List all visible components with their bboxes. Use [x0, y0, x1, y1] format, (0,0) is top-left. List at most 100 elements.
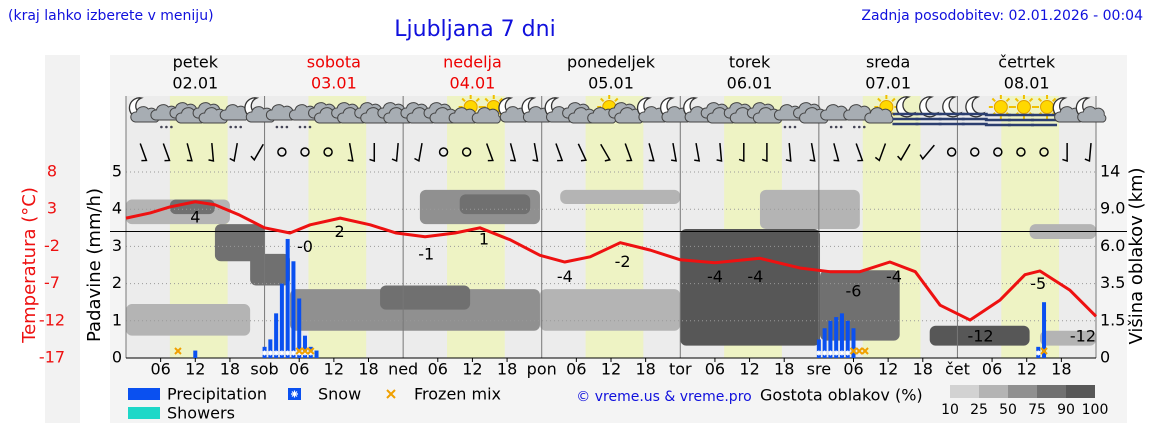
- cloud-legend-title: Gostota oblakov (%): [760, 386, 923, 405]
- wind-barb: [624, 143, 633, 162]
- snow-marker: [302, 350, 308, 356]
- snow-marker: [273, 350, 279, 356]
- colorbar-label: 90: [1057, 402, 1075, 418]
- y-tick-label: 4: [112, 199, 122, 218]
- precipitation-bar: [314, 350, 319, 358]
- cloud-patch: [759, 189, 860, 230]
- temperature-label: -12: [967, 326, 993, 345]
- wind-barb: [785, 142, 792, 162]
- snow-marker: [285, 350, 291, 356]
- wind-barb: [139, 143, 148, 162]
- weather-icon: [244, 97, 275, 123]
- x-tick-label: 18: [358, 360, 378, 379]
- weather-icon: [984, 95, 1013, 127]
- wind-barb: [897, 143, 911, 162]
- x-tick-label: 12: [739, 360, 759, 379]
- precipitation-bar: [845, 320, 850, 358]
- wind-barb: [809, 143, 816, 162]
- snow-marker: [262, 350, 268, 356]
- cloud-patch: [820, 270, 900, 341]
- hint: (kraj lahko izberete v meniju): [8, 8, 214, 24]
- colorbar-label: 100: [1082, 402, 1109, 418]
- temperature-label: 1: [479, 230, 489, 249]
- y-tick-label: 3: [112, 236, 122, 255]
- cloud-patch: [380, 285, 471, 310]
- x-tick-label: sob: [250, 360, 278, 379]
- temperature-tick-label: 3: [47, 199, 57, 218]
- wind-barb: [577, 143, 588, 162]
- colorbar-cell: [1066, 385, 1095, 398]
- precipitation-axis-title: Padavine (mm/h): [84, 188, 105, 342]
- icon-sun-ray: [991, 97, 996, 103]
- wind-barb: [1062, 143, 1068, 163]
- temperature-label: -4: [886, 267, 902, 286]
- y2-tick-label: 6.0: [1100, 236, 1125, 255]
- x-tick-label: 06: [150, 360, 170, 379]
- x-tick-label: čet: [945, 360, 970, 379]
- icon-sun-ray: [1005, 97, 1011, 103]
- x-tick-label: 18: [913, 360, 933, 379]
- icon-snow: [285, 125, 289, 129]
- wind-calm: [993, 147, 1003, 157]
- icon-snow: [857, 125, 861, 129]
- x-tick-label: 12: [601, 360, 621, 379]
- icon-snow: [793, 125, 797, 129]
- weather-icon: [471, 95, 506, 124]
- precipitation-bar: [822, 328, 827, 358]
- temperature-label: 2: [335, 222, 345, 241]
- icon-sun-ray: [877, 97, 882, 103]
- x-tick-label: 18: [220, 360, 240, 379]
- icon-sun-ray: [891, 97, 896, 103]
- weather-icon: [265, 104, 296, 129]
- x-tick-label: 18: [1051, 360, 1071, 379]
- weather-icon: [746, 102, 783, 124]
- temperature-line: [125, 200, 1098, 322]
- wind-barb: [229, 143, 239, 163]
- wind-barb: [485, 143, 494, 162]
- precipitation-bar: [291, 261, 296, 358]
- frozen-mix-marker: [855, 347, 863, 355]
- wind-barb: [162, 143, 171, 162]
- wind-barb: [833, 143, 840, 162]
- icon-snow: [788, 125, 792, 129]
- temperature-label: -4: [707, 267, 723, 286]
- colorbar-label: 75: [1028, 402, 1046, 418]
- x-tick-label: 06: [982, 360, 1002, 379]
- y2-tick-label: 9.0: [1100, 199, 1125, 218]
- day-name: ponedeljek: [567, 53, 656, 72]
- snow-marker: [833, 350, 839, 356]
- icon-snow: [234, 125, 238, 129]
- precipitation-bar: [274, 313, 279, 358]
- colorbar-label: 50: [999, 402, 1017, 418]
- frozen-mix-marker: [174, 347, 182, 355]
- cloud-patch: [929, 325, 1030, 346]
- icon-snow: [834, 125, 838, 129]
- wind-barb: [250, 143, 264, 162]
- day-name: petek: [173, 53, 219, 72]
- weather-icon: [498, 97, 529, 123]
- temperature-label: -1: [418, 244, 434, 263]
- icon-moon: [965, 96, 986, 118]
- precipitation-bar: [193, 350, 198, 358]
- icon-snow: [239, 125, 243, 129]
- icon-snow: [308, 125, 312, 129]
- weather-icon: [915, 96, 942, 126]
- legend-label: Frozen mix: [414, 385, 501, 404]
- precipitation-bar: [834, 317, 839, 358]
- day-name: torek: [729, 53, 771, 72]
- icon-sun: [993, 100, 1008, 114]
- credit: © vreme.us & vreme.pro: [576, 389, 751, 405]
- day-date: 03.01: [311, 74, 357, 93]
- icon-snow: [275, 125, 279, 129]
- wind-calm: [300, 147, 310, 157]
- precipitation-bar: [839, 313, 844, 358]
- wind-calm: [1039, 147, 1049, 157]
- wind-barb: [761, 143, 768, 163]
- wind-calm: [323, 147, 333, 157]
- icon-sun-ray: [600, 97, 605, 103]
- temperature-label: -4: [747, 267, 763, 286]
- legend-showers-swatch: [128, 407, 160, 419]
- colorbar-cell: [1008, 385, 1037, 398]
- snow-marker: [839, 350, 845, 356]
- weather-icon: [892, 96, 919, 126]
